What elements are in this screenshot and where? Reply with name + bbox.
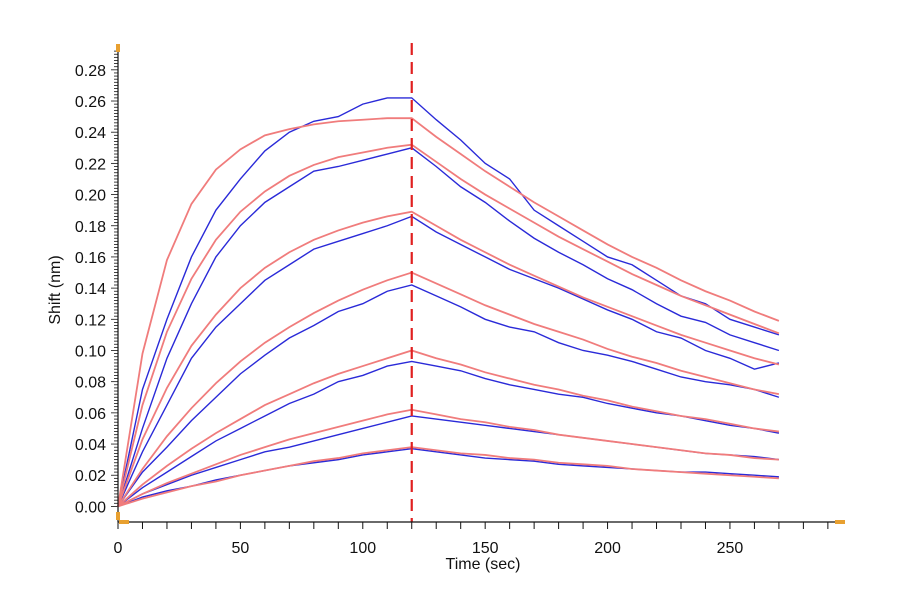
x-axis-label: Time (sec): [446, 556, 521, 573]
y-tick-label: 0.10: [75, 343, 106, 360]
measured-series-3: [117, 215, 780, 507]
y-tick-label: 0.20: [75, 188, 106, 205]
fit-curve-4: [117, 271, 780, 507]
x-tick-label: 150: [472, 540, 499, 557]
fit-curve-2: [117, 143, 780, 507]
x-axis-left-marker: [119, 520, 129, 524]
y-tick-label: 0.26: [75, 94, 106, 111]
measured-series-6: [117, 415, 779, 508]
measured-series-1: [117, 97, 780, 507]
y-tick-label: 0.16: [75, 250, 106, 267]
y-tick-label: 0.14: [75, 281, 106, 298]
y-tick-label: 0.22: [75, 156, 106, 173]
y-axis-bottom-marker: [116, 512, 120, 520]
y-tick-label: 0.06: [75, 406, 106, 423]
x-tick-label: 100: [349, 540, 376, 557]
fit-curve-3: [117, 210, 780, 507]
y-tick-label: 0.18: [75, 219, 106, 236]
x-axis-right-marker: [835, 520, 845, 524]
x-tick-label: 200: [594, 540, 621, 557]
y-tick-label: 0.24: [75, 125, 106, 142]
y-tick-label: 0.00: [75, 499, 106, 516]
measured-series-2: [117, 147, 780, 507]
y-tick-label: 0.08: [75, 375, 106, 392]
y-tick-label: 0.02: [75, 468, 106, 485]
fit-curve-5: [117, 349, 780, 508]
y-tick-label: 0.12: [75, 312, 106, 329]
x-tick-label: 0: [114, 540, 123, 557]
fit-curve-1: [117, 117, 780, 507]
y-tick-label: 0.04: [75, 437, 106, 454]
y-axis-top-marker: [116, 44, 120, 52]
measured-series-7: [117, 448, 779, 508]
x-tick-label: 250: [717, 540, 744, 557]
y-axis-label: Shift (nm): [47, 255, 64, 324]
x-tick-label: 50: [231, 540, 249, 557]
plot-series: [117, 43, 780, 522]
fit-curve-6: [117, 408, 779, 508]
measured-series-4: [117, 284, 780, 507]
axis-ticks: 0 50 100 150 200 250 0.00 0.02 0.04 0.06 0.08 0.10 0…: [75, 50, 829, 557]
fit-curve-7: [117, 446, 779, 508]
y-tick-label: 0.28: [75, 63, 106, 80]
axis-end-markers: [116, 44, 845, 524]
